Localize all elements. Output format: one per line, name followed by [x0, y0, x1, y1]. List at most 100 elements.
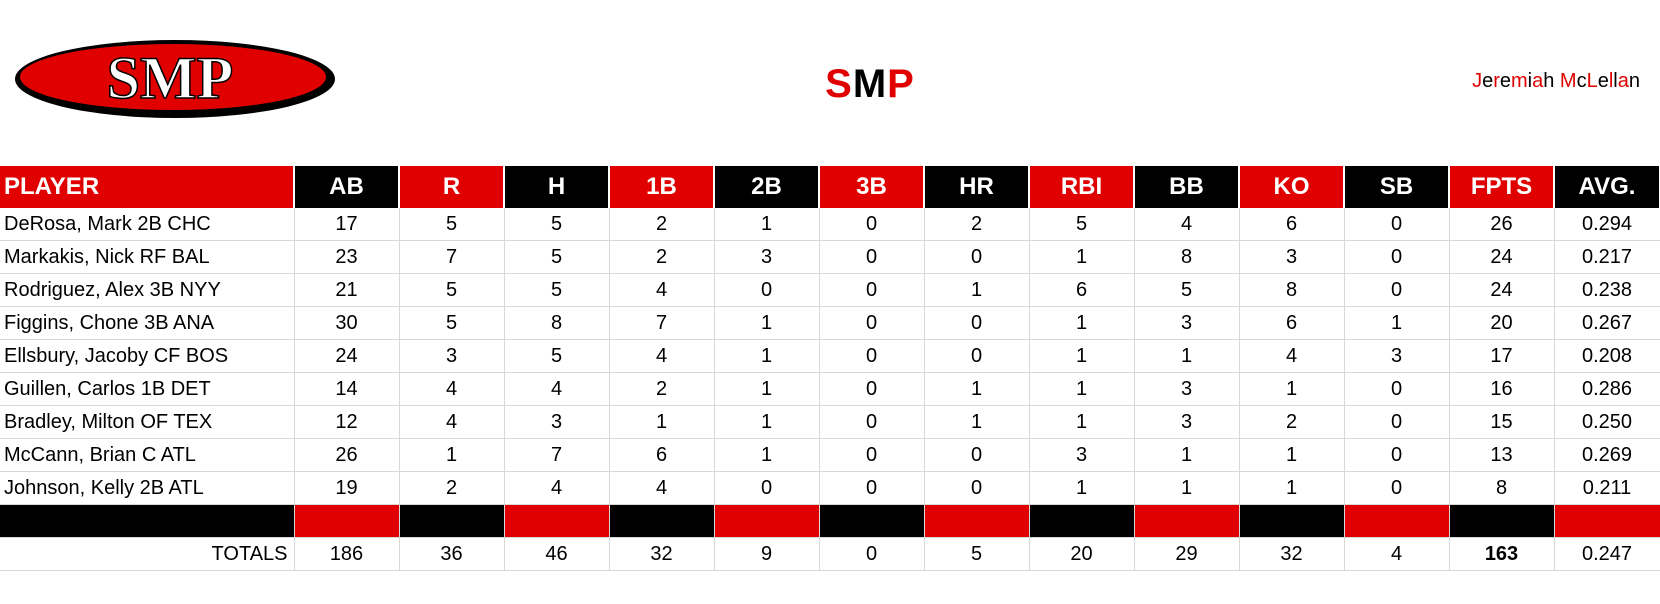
stat-cell: 5	[399, 306, 505, 340]
player-name-cell: Ellsbury, Jacoby CF BOS	[0, 339, 295, 373]
total-cell: 163	[1449, 537, 1555, 571]
band-cell	[0, 504, 295, 538]
column-header: 2B	[714, 166, 820, 208]
text-segment: n	[1628, 70, 1640, 92]
stat-cell: 0.286	[1554, 372, 1660, 406]
stat-cell: 17	[1449, 339, 1555, 373]
smp-logo: SMP	[15, 40, 335, 118]
stat-cell: 1	[714, 438, 820, 472]
total-cell: 0	[819, 537, 925, 571]
stat-cell: 19	[294, 471, 400, 505]
stat-cell: 6	[609, 438, 715, 472]
stat-cell: 4	[609, 339, 715, 373]
stat-cell: 1	[1029, 372, 1135, 406]
stat-cell: 0	[819, 208, 925, 241]
stat-cell: 3	[1344, 339, 1450, 373]
stat-cell: 1	[924, 405, 1030, 439]
stat-cell: 1	[1134, 471, 1240, 505]
stat-cell: 0.211	[1554, 471, 1660, 505]
stat-cell: 4	[1134, 208, 1240, 241]
stat-cell: 0	[1344, 471, 1450, 505]
stat-cell: 0	[924, 438, 1030, 472]
stat-cell: 0	[819, 372, 925, 406]
text-segment: M	[852, 62, 888, 106]
player-name-cell: DeRosa, Mark 2B CHC	[0, 208, 295, 241]
stat-cell: 1	[1344, 306, 1450, 340]
stat-cell: 0	[1344, 273, 1450, 307]
stat-cell: 0.238	[1554, 273, 1660, 307]
total-cell: 9	[714, 537, 820, 571]
table-row: Markakis, Nick RF BAL 23 7 5 2 3 0 0 1 8 3 0 24 0.217	[0, 240, 1660, 274]
band-cell	[1029, 504, 1135, 538]
stat-cell: 0	[924, 339, 1030, 373]
stat-cell: 0	[1344, 240, 1450, 274]
stat-cell: 0	[924, 471, 1030, 505]
stat-cell: 0	[819, 471, 925, 505]
stat-cell: 0.217	[1554, 240, 1660, 274]
stat-cell: 1	[714, 339, 820, 373]
stat-cell: 0	[714, 471, 820, 505]
player-name-cell: Figgins, Chone 3B ANA	[0, 306, 295, 340]
text-segment: P	[887, 62, 915, 106]
stat-cell: 0.208	[1554, 339, 1660, 373]
stat-cell: 0.269	[1554, 438, 1660, 472]
total-cell: 29	[1134, 537, 1240, 571]
column-header: BB	[1134, 166, 1240, 208]
page-title: SMP	[0, 62, 1660, 107]
stat-cell: 0.250	[1554, 405, 1660, 439]
total-cell: 186	[294, 537, 400, 571]
stat-cell: 14	[294, 372, 400, 406]
text-segment: a	[1617, 70, 1629, 92]
text-segment: J	[1472, 70, 1483, 92]
stat-cell: 7	[609, 306, 715, 340]
stat-cell: 2	[609, 240, 715, 274]
band-cell	[1134, 504, 1240, 538]
column-header: HR	[924, 166, 1030, 208]
text-segment: S	[825, 62, 853, 106]
stat-cell: 1	[609, 405, 715, 439]
stat-cell: 5	[504, 273, 610, 307]
stat-cell: 3	[1134, 372, 1240, 406]
table-row: McCann, Brian C ATL 26 1 7 6 1 0 0 3 1 1 0 13 0.269	[0, 438, 1660, 472]
stat-cell: 5	[504, 240, 610, 274]
stat-cell: 0	[924, 240, 1030, 274]
band-cell	[924, 504, 1030, 538]
text-segment: M	[1559, 70, 1577, 92]
author-name: Jeremiah McLellan	[1472, 70, 1640, 93]
column-header: FPTS	[1449, 166, 1555, 208]
stat-cell: 5	[1029, 208, 1135, 241]
stat-cell: 3	[504, 405, 610, 439]
stat-cell: 21	[294, 273, 400, 307]
column-header: PLAYER	[0, 166, 295, 208]
stat-cell: 20	[1449, 306, 1555, 340]
stat-cell: 3	[1239, 240, 1345, 274]
stat-cell: 2	[1239, 405, 1345, 439]
stat-cell: 1	[1029, 306, 1135, 340]
stat-cell: 0	[1344, 405, 1450, 439]
total-cell: 46	[504, 537, 610, 571]
column-header: 3B	[819, 166, 925, 208]
player-name-cell: Bradley, Milton OF TEX	[0, 405, 295, 439]
stat-cell: 3	[399, 339, 505, 373]
band-cell	[1344, 504, 1450, 538]
stat-cell: 1	[399, 438, 505, 472]
stat-cell: 0	[819, 405, 925, 439]
text-segment: L	[1586, 70, 1598, 92]
player-name-cell: Johnson, Kelly 2B ATL	[0, 471, 295, 505]
player-name-cell: Rodriguez, Alex 3B NYY	[0, 273, 295, 307]
stat-cell: 6	[1029, 273, 1135, 307]
stat-cell: 26	[1449, 208, 1555, 241]
text-segment: m	[1510, 70, 1528, 92]
stat-cell: 1	[714, 306, 820, 340]
stat-cell: 7	[399, 240, 505, 274]
band-cell	[609, 504, 715, 538]
text-segment: e	[1597, 70, 1609, 92]
svg-text:SMP: SMP	[107, 45, 234, 111]
band-cell	[294, 504, 400, 538]
total-cell: 5	[924, 537, 1030, 571]
text-segment: c	[1576, 70, 1587, 92]
stat-cell: 4	[609, 273, 715, 307]
band-cell	[1239, 504, 1345, 538]
band-cell	[819, 504, 925, 538]
stat-cell: 2	[609, 208, 715, 241]
